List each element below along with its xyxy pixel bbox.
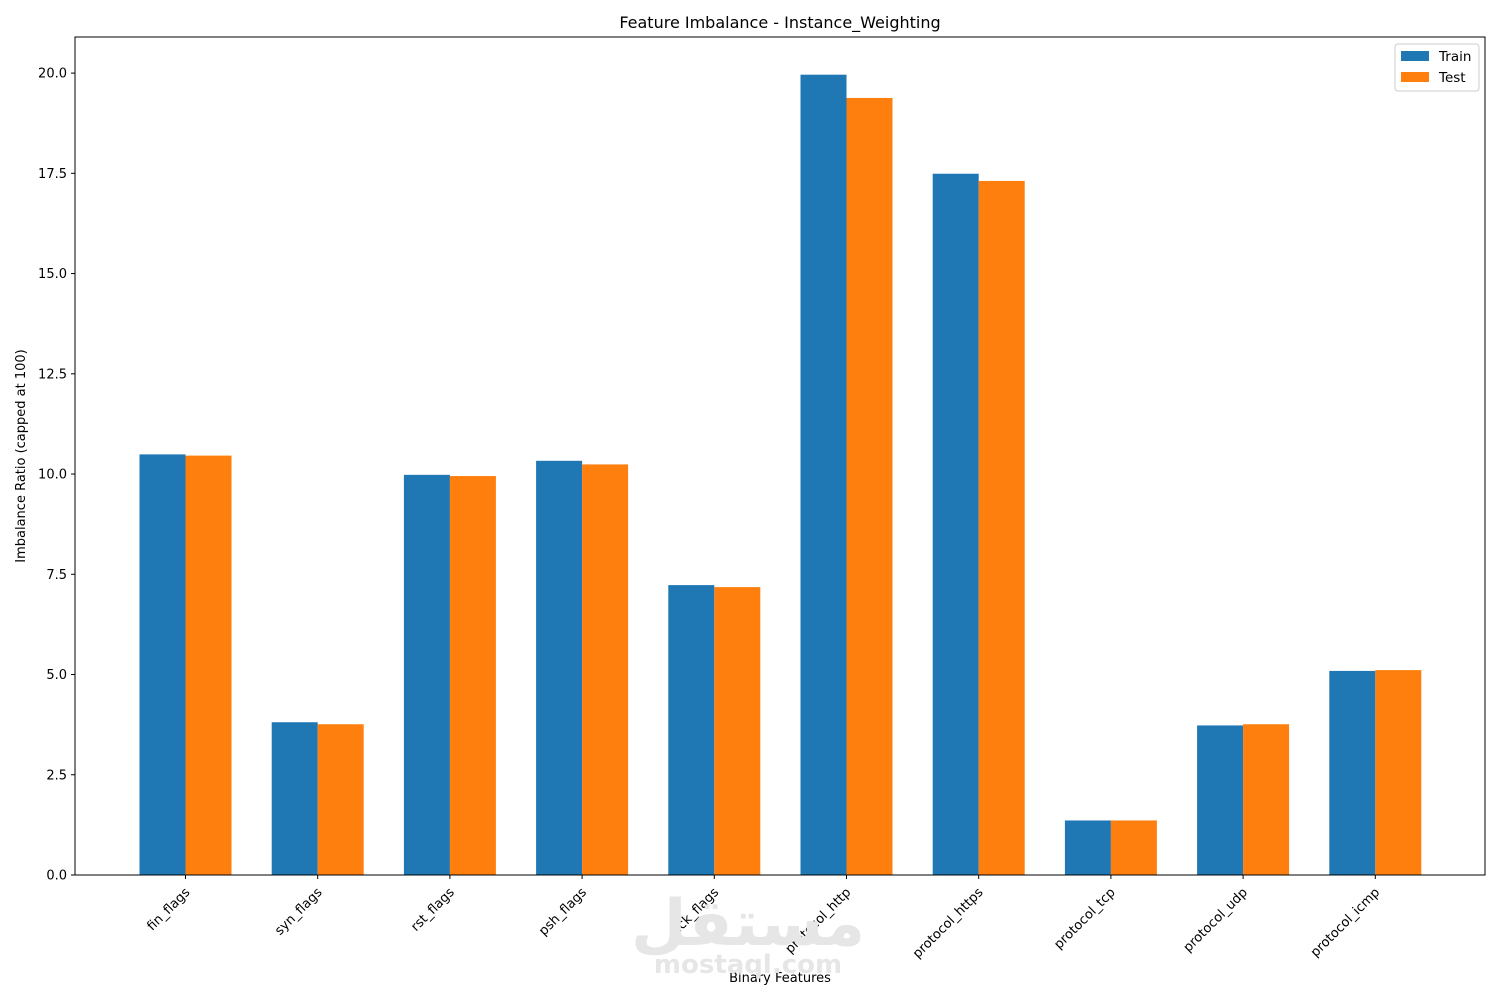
y-tick-label: 2.5 (46, 768, 67, 783)
bar-train-fin-flags (139, 454, 186, 875)
x-tick-label-psh-flags: psh_flags (536, 885, 590, 939)
watermark-latin: mostaql.com (654, 950, 842, 980)
bar-test-protocol-tcp (1110, 820, 1157, 875)
bar-test-psh-flags (582, 464, 629, 875)
y-tick-label: 17.5 (38, 167, 67, 182)
bar-train-protocol-https (932, 173, 979, 875)
bar-test-ack-flags (714, 587, 761, 875)
bar-train-protocol-http (800, 74, 847, 876)
bar-test-protocol-http (846, 97, 893, 876)
bar-train-protocol-udp (1197, 725, 1244, 875)
bar-test-protocol-https (978, 180, 1025, 875)
legend-label-train: Train (1438, 49, 1471, 65)
x-tick-label-rst-flags: rst_flags (408, 885, 458, 935)
y-tick-label: 5.0 (46, 668, 67, 683)
y-tick-label: 15.0 (38, 267, 67, 282)
legend-label-test: Test (1438, 70, 1466, 86)
x-tick-label-protocol-https: protocol_https (910, 885, 987, 962)
bar-train-psh-flags (536, 460, 583, 875)
watermark-logo: مستقل mostaql.com (631, 887, 865, 980)
bar-train-protocol-tcp (1064, 820, 1111, 875)
bar-train-rst-flags (403, 474, 450, 875)
bar-test-rst-flags (449, 476, 496, 875)
y-tick-label: 10.0 (38, 468, 67, 483)
watermark-arabic: مستقل (631, 887, 865, 961)
y-axis-ticks: 0.0 2.5 5.0 7.5 10.0 12.5 15.0 17.5 20.0 (38, 67, 75, 884)
y-tick-label: 12.5 (38, 367, 67, 382)
bar-train-protocol-icmp (1329, 670, 1376, 875)
bar-test-fin-flags (185, 455, 232, 875)
x-axis-label: Binary Features (729, 971, 831, 986)
bars-layer (139, 74, 1422, 876)
legend-swatch-test (1401, 72, 1429, 82)
x-tick-label-syn-flags: syn_flags (272, 885, 325, 938)
bar-test-protocol-udp (1243, 724, 1290, 875)
legend-swatch-train (1401, 51, 1429, 61)
x-tick-label-protocol-udp: protocol_udp (1181, 885, 1251, 955)
bar-test-protocol-icmp (1375, 670, 1422, 875)
legend: Train Test (1394, 43, 1480, 92)
y-tick-label: 7.5 (46, 568, 67, 583)
x-tick-label-protocol-tcp: protocol_tcp (1052, 885, 1119, 952)
chart-title: Feature Imbalance - Instance_Weighting (619, 13, 940, 33)
y-axis-label: Imbalance Ratio (capped at 100) (14, 349, 29, 562)
bar-test-syn-flags (317, 724, 364, 875)
plot-frame (74, 36, 1486, 876)
y-tick-label: 0.0 (46, 869, 67, 884)
bar-train-ack-flags (668, 585, 715, 875)
x-tick-label-fin-flags: fin_flags (144, 885, 193, 934)
bar-train-syn-flags (271, 722, 318, 875)
x-tick-label-protocol-icmp: protocol_icmp (1308, 885, 1383, 960)
y-tick-label: 20.0 (38, 67, 67, 82)
